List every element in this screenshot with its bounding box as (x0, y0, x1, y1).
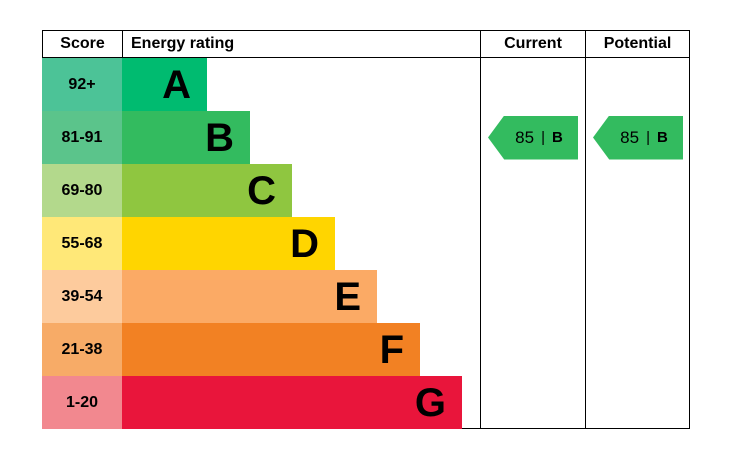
band-bar-a: A (122, 58, 207, 111)
band-letter-f: F (379, 327, 404, 372)
current-band-letter: B (551, 129, 563, 146)
band-bar-d: D (122, 217, 335, 270)
score-header: Score (42, 31, 122, 57)
band-bar-f: F (122, 323, 420, 376)
band-letter-e: E (334, 274, 361, 319)
band-row-e: 39-54 E (42, 270, 480, 323)
current-value: 85 (515, 127, 535, 147)
band-row-b: 81-91 B (42, 111, 480, 164)
band-row-c: 69-80 C (42, 164, 480, 217)
potential-value: 85 (620, 127, 640, 147)
band-letter-d: D (290, 221, 319, 266)
band-row-g: 1-20 G (42, 376, 480, 429)
score-range-f: 21-38 (42, 323, 122, 376)
band-row-d: 55-68 D (42, 217, 480, 270)
band-bar-b: B (122, 111, 250, 164)
band-row-a: 92+ A (42, 58, 480, 111)
potential-column: 85 | B (585, 58, 690, 428)
score-range-e: 39-54 (42, 270, 122, 323)
epc-rating-chart: Score Energy rating Current Potential 92… (42, 30, 690, 429)
band-letter-b: B (205, 115, 234, 160)
chart-header: Score Energy rating Current Potential (42, 30, 690, 58)
potential-rating-arrow: 85 | B (593, 115, 683, 160)
score-range-b: 81-91 (42, 111, 122, 164)
band-row-f: 21-38 F (42, 323, 480, 376)
rating-header: Energy rating (122, 31, 480, 57)
score-range-d: 55-68 (42, 217, 122, 270)
band-letter-c: C (247, 168, 276, 213)
chart-body: 92+ A 81-91 B 69-80 C 55-68 D 39-54 E 21-38 F 1-20 G … (42, 58, 690, 429)
current-header: Current (480, 31, 585, 57)
band-bar-e: E (122, 270, 377, 323)
score-range-a: 92+ (42, 58, 122, 111)
score-range-g: 1-20 (42, 376, 122, 429)
band-bar-c: C (122, 164, 292, 217)
band-bar-g: G (122, 376, 462, 429)
potential-divider: | (646, 129, 650, 146)
band-letter-a: A (162, 62, 191, 107)
current-rating-arrow: 85 | B (488, 115, 578, 160)
current-column: 85 | B (480, 58, 585, 428)
current-divider: | (541, 129, 545, 146)
potential-header: Potential (585, 31, 690, 57)
score-range-c: 69-80 (42, 164, 122, 217)
potential-band-letter: B (656, 129, 668, 146)
band-letter-g: G (414, 380, 446, 425)
rating-bands: 92+ A 81-91 B 69-80 C 55-68 D 39-54 E 21-38 F 1-20 G (42, 58, 480, 429)
